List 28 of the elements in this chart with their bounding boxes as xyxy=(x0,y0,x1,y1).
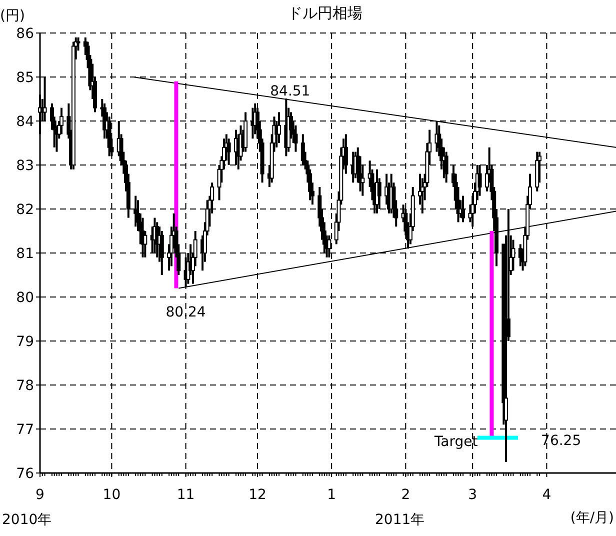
y-tick-label: 80 xyxy=(16,290,34,306)
chart-title: ドル円相場 xyxy=(288,4,362,22)
text: 2010年 xyxy=(2,512,52,528)
y-tick-label: 86 xyxy=(16,26,34,42)
y-tick-label: 85 xyxy=(16,70,34,86)
y-axis-title: (円) xyxy=(0,8,25,24)
annotation: 84.51 xyxy=(270,84,310,100)
annotation: 76.25 xyxy=(541,433,582,449)
annotation: Target xyxy=(433,434,478,450)
x-tick-label: 11 xyxy=(176,487,195,503)
y-tick-label: 83 xyxy=(16,158,34,174)
y-tick-label: 81 xyxy=(16,246,34,262)
y-tick-label: 82 xyxy=(16,202,34,218)
x-tick-label: 10 xyxy=(102,487,121,503)
x-tick-label: 2 xyxy=(401,487,410,503)
y-tick-label: 79 xyxy=(16,334,34,350)
x-tick-label: 12 xyxy=(248,487,266,503)
y-tick-label: 76 xyxy=(16,466,34,482)
y-tick-label: 78 xyxy=(16,378,34,394)
x-axis-title: (年/月) xyxy=(570,510,614,526)
text: 2011年 xyxy=(375,512,425,528)
y-tick-label: 84 xyxy=(16,114,34,130)
x-tick-label: 1 xyxy=(327,487,336,503)
x-tick-label: 9 xyxy=(36,487,44,503)
x-tick-label: 4 xyxy=(542,487,552,503)
y-tick-label: 77 xyxy=(16,422,34,438)
x-tick-label: 3 xyxy=(468,487,478,503)
annotation: 80.24 xyxy=(166,304,206,320)
